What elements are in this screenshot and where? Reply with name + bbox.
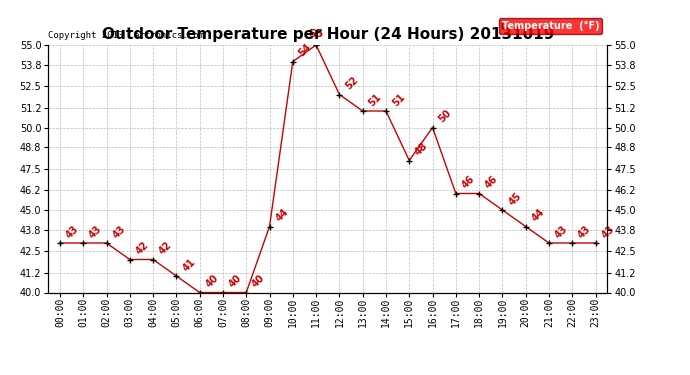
Text: 40: 40: [250, 273, 267, 290]
Legend: Temperature  (°F): Temperature (°F): [499, 18, 602, 34]
Text: 40: 40: [204, 273, 220, 290]
Text: 43: 43: [553, 224, 570, 240]
Text: 46: 46: [483, 174, 500, 191]
Text: 51: 51: [390, 92, 406, 108]
Text: 45: 45: [506, 190, 523, 207]
Text: 40: 40: [227, 273, 244, 290]
Text: 43: 43: [88, 224, 104, 240]
Text: 51: 51: [367, 92, 384, 108]
Text: 43: 43: [64, 224, 81, 240]
Text: 48: 48: [413, 141, 430, 158]
Text: 43: 43: [600, 224, 616, 240]
Text: Copyright 2013 Cartronics.com: Copyright 2013 Cartronics.com: [48, 31, 204, 40]
Text: 55: 55: [308, 30, 324, 39]
Text: 41: 41: [181, 256, 197, 273]
Text: 46: 46: [460, 174, 477, 191]
Text: 52: 52: [344, 75, 360, 92]
Text: 43: 43: [110, 224, 127, 240]
Text: 42: 42: [157, 240, 174, 257]
Title: Outdoor Temperature per Hour (24 Hours) 20131019: Outdoor Temperature per Hour (24 Hours) …: [101, 27, 554, 42]
Text: 44: 44: [274, 207, 290, 224]
Text: 42: 42: [134, 240, 150, 257]
Text: 43: 43: [576, 224, 593, 240]
Text: 50: 50: [437, 108, 453, 125]
Text: 44: 44: [530, 207, 546, 224]
Text: 54: 54: [297, 42, 313, 59]
